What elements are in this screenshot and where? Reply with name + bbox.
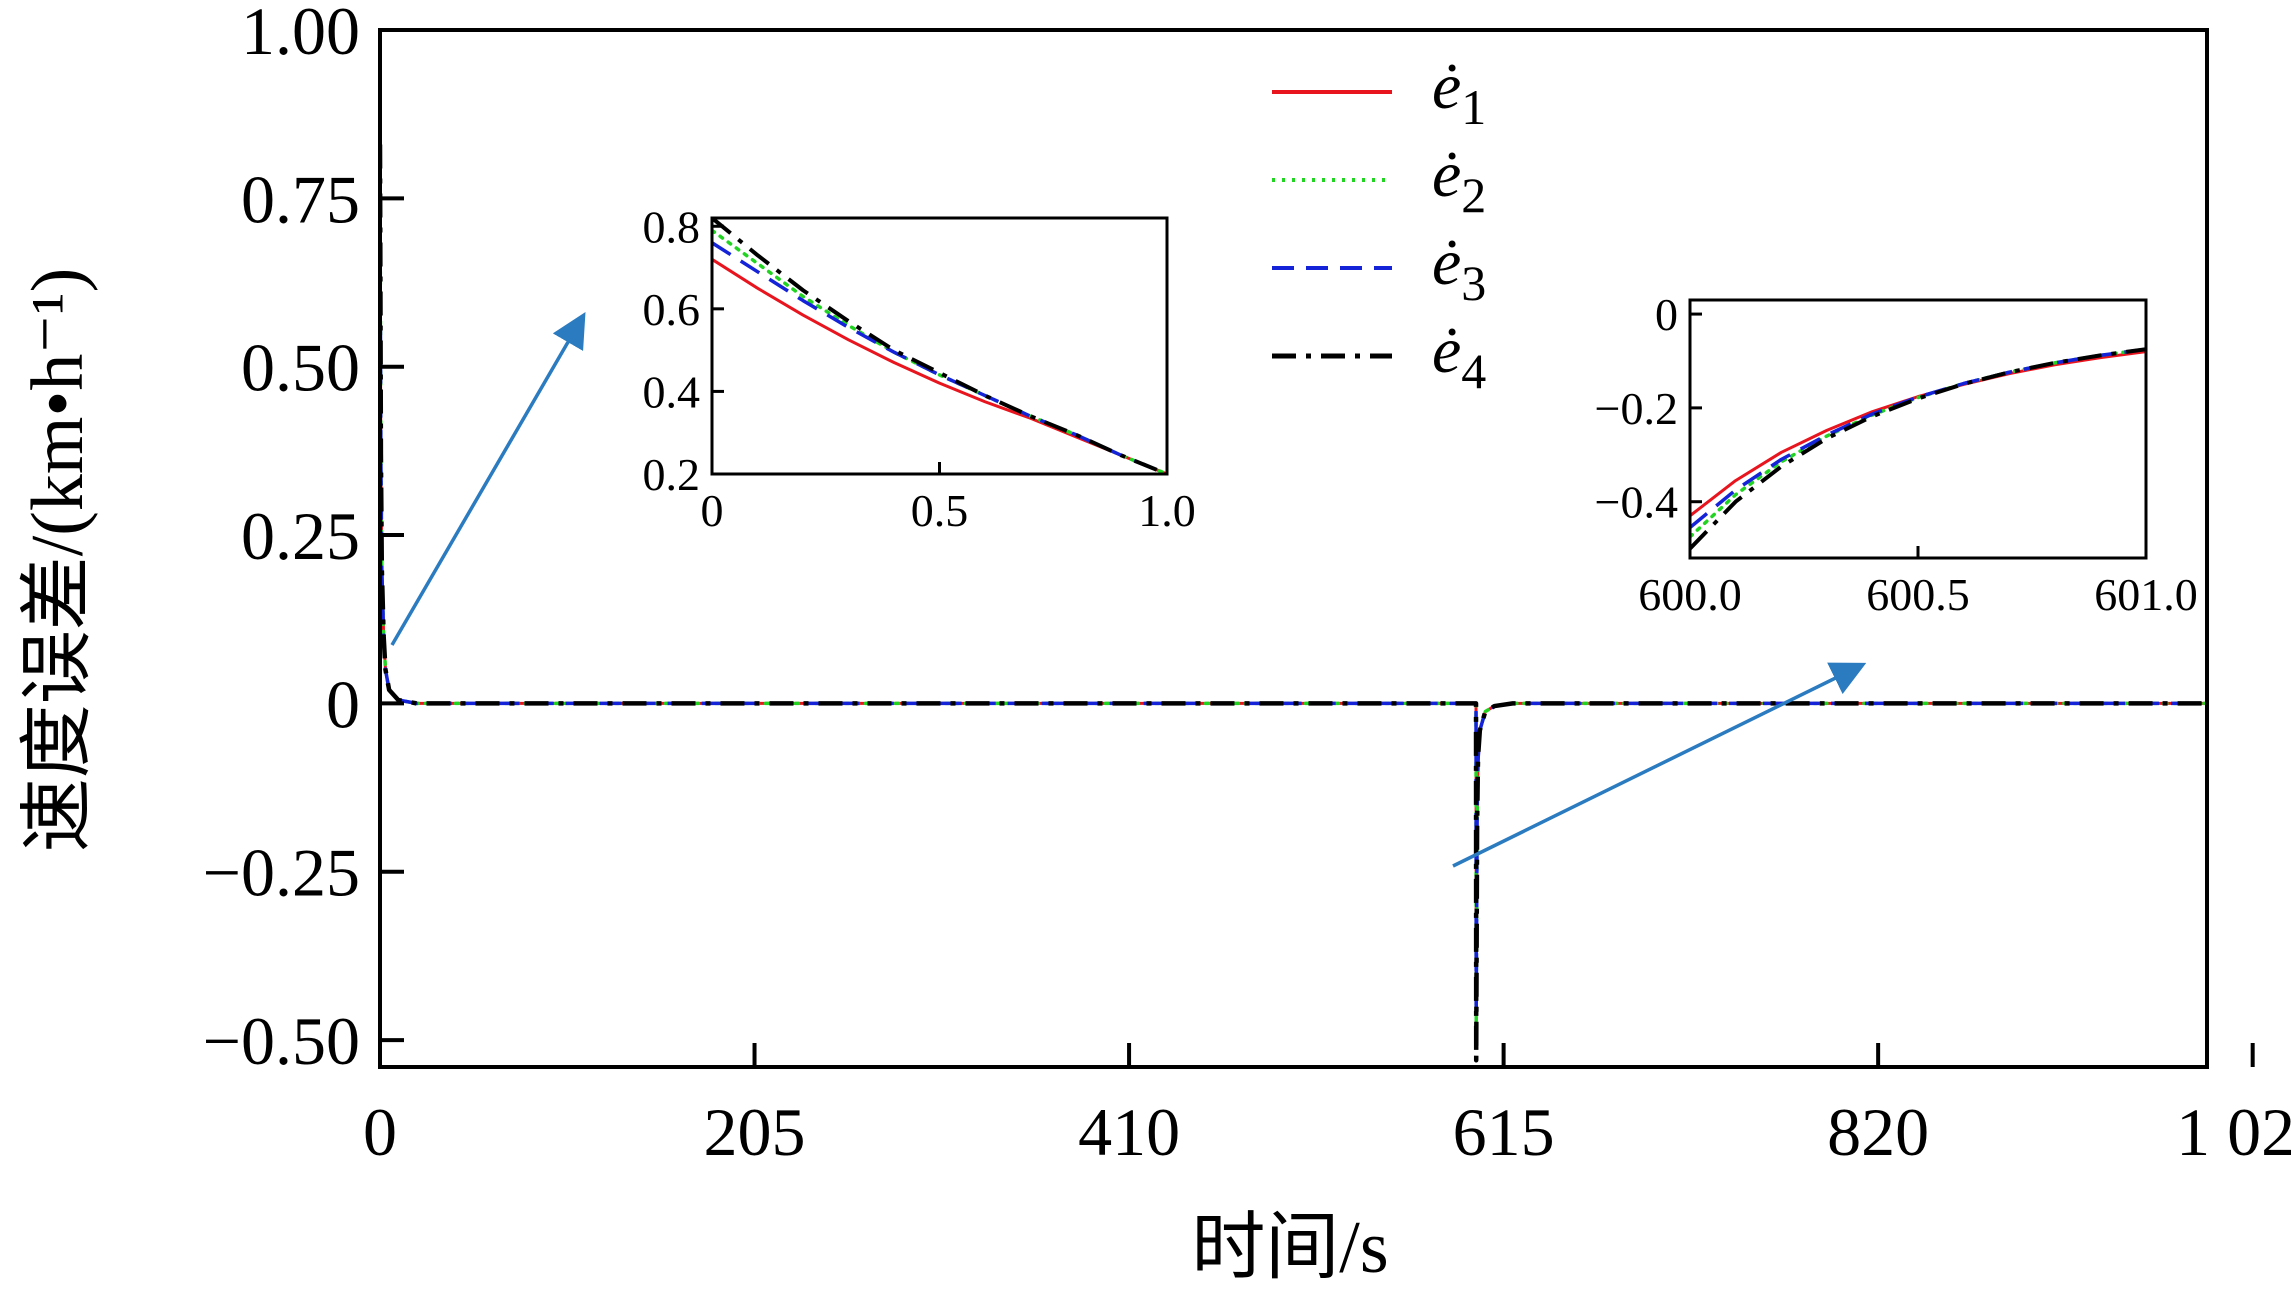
inset-right-ytick-label: −0.4 — [1595, 477, 1678, 528]
inset-right-xtick-label: 601.0 — [2094, 569, 2198, 620]
inset-right-series-line-4 — [1690, 347, 2146, 551]
inset-left-ytick-label: 0.2 — [643, 449, 701, 500]
inset-left-ytick-label: 0.6 — [643, 284, 701, 335]
main-xtick-label: 615 — [1453, 1094, 1555, 1170]
main-xtick-label: 410 — [1078, 1094, 1180, 1170]
inset-right-series-line-3 — [1690, 347, 2146, 529]
main-xtick-label: 1 025 — [2176, 1094, 2291, 1170]
legend-label-3: ė3 — [1432, 226, 1486, 311]
main-ytick-label: 0 — [326, 666, 360, 742]
main-series-line-3 — [380, 191, 2207, 1015]
main-xtick-label: 0 — [363, 1094, 397, 1170]
main-ytick-label: 0.25 — [241, 498, 360, 574]
main-ytick-label: 0.75 — [241, 161, 360, 237]
inset-right-ytick-label: 0 — [1655, 289, 1678, 340]
inset-right-plot: 600.0 600.5 601.0 0 −0.2 −0.4 — [1595, 289, 2198, 620]
inset-left-lines — [712, 218, 1167, 474]
inset-right-ticks: 600.0 600.5 601.0 0 −0.2 −0.4 — [1595, 289, 2198, 620]
inset-right-ytick-label: −0.2 — [1595, 383, 1678, 434]
inset-right-xtick-label: 600.0 — [1638, 569, 1742, 620]
inset-right-background — [1690, 300, 2146, 558]
inset-right-series-line-2 — [1690, 347, 2146, 539]
inset-left-series-line-2 — [712, 228, 1167, 474]
main-xtick-label: 820 — [1827, 1094, 1929, 1170]
main-ytick-label: 1.00 — [241, 0, 360, 69]
inset-left-xtick-label: 0.5 — [911, 485, 969, 536]
main-ytick-label: −0.25 — [203, 835, 360, 911]
inset-left-series-line-4 — [712, 218, 1167, 474]
arrow-to-inset-left — [390, 311, 586, 646]
legend-label-1: ė1 — [1432, 50, 1486, 135]
inset-left-xtick-label: 1.0 — [1138, 485, 1196, 536]
main-plot-frame — [378, 28, 2209, 1069]
x-axis-label: 时间/s — [1191, 1207, 1388, 1289]
inset-right-xtick-label: 600.5 — [1866, 569, 1970, 620]
inset-right-lines — [1690, 300, 2146, 558]
inset-left-ticks: 0 0.5 1.0 0.8 0.6 0.4 0.2 — [643, 201, 1196, 536]
inset-left-ytick-label: 0.4 — [643, 366, 701, 417]
legend-label-2: ė2 — [1432, 138, 1486, 223]
main-ytick-label: 0.50 — [241, 330, 360, 406]
inset-left-background — [712, 218, 1167, 474]
inset-left-xtick-label: 0 — [701, 485, 724, 536]
main-series-lines — [380, 144, 2207, 1063]
y-axis-label: 速度误差/(km•h⁻¹) — [17, 268, 99, 853]
main-xtick-label: 205 — [704, 1094, 806, 1170]
inset-left-plot: 0 0.5 1.0 0.8 0.6 0.4 0.2 — [643, 201, 1196, 536]
main-series-line-4 — [380, 144, 2207, 1063]
arrow-to-inset-right — [1452, 662, 1867, 868]
legend-label-4: ė4 — [1432, 314, 1486, 399]
main-ytick-label: −0.50 — [203, 1003, 360, 1079]
inset-left-ytick-label: 0.8 — [643, 201, 701, 252]
